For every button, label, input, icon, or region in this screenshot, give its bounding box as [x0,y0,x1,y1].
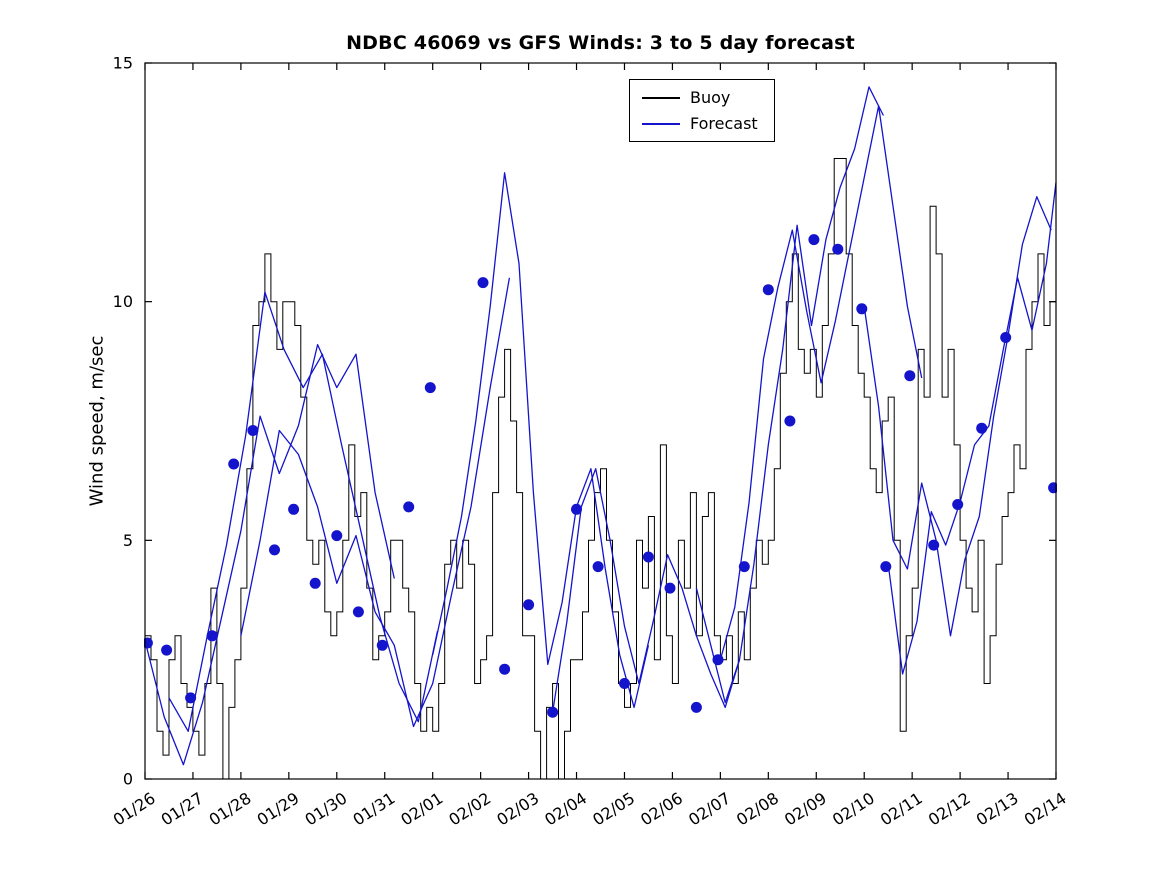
forecast-dot [690,701,702,713]
forecast-dot [762,284,774,296]
forecast-dot [424,382,436,394]
x-tick-label: 02/12 [925,788,974,829]
axes-border [144,62,1057,780]
x-tick-label: 02/07 [685,788,734,829]
x-tick-label: 02/09 [781,788,830,829]
y-tick-label: 10 [113,292,133,311]
x-tick-label: 02/13 [973,788,1022,829]
forecast-dot [904,370,916,382]
x-tick-label: 02/11 [877,788,926,829]
y-tick-label: 15 [113,54,133,73]
forecast-dot [403,501,415,513]
forecast-dot [952,499,964,510]
forecast-dot [247,425,259,436]
x-tick-label: 02/02 [445,788,494,829]
x-tick-label: 02/01 [397,788,446,829]
forecast-series-line-3 [432,172,650,709]
forecast-dot [499,663,511,675]
forecast-dot [206,630,218,642]
x-tick-label: 01/30 [301,788,350,829]
legend-label-buoy: Buoy [690,88,731,107]
x-tick-label: 02/05 [589,788,638,829]
buoy-series-line [145,158,1056,780]
forecast-dot [352,606,364,618]
x-tick-label: 01/27 [158,788,207,829]
forecast-series-line-2 [240,277,511,728]
forecast-dot [664,582,676,594]
forecast-dot [571,503,582,515]
legend-row-forecast: Forecast [642,114,758,133]
x-tick-label: 02/03 [493,788,542,829]
forecast-series-line-6 [719,105,923,660]
forecast-dot [832,243,844,255]
forecast-series-line-4 [551,468,741,713]
x-tick-label: 02/04 [541,788,590,829]
forecast-dot [880,561,892,573]
forecast-dot [738,561,750,573]
forecast-series-line-7 [863,196,1052,637]
buoy-line-sample [642,96,680,99]
legend-row-buoy: Buoy [642,88,758,107]
forecast-dot [144,637,153,649]
x-tick-label: 01/28 [206,788,255,829]
forecast-dot [1000,332,1012,343]
forecast-dot [642,551,654,563]
forecast-dot [523,599,535,611]
x-tick-label: 02/10 [829,788,878,829]
x-tick-label: 01/29 [254,788,303,829]
forecast-dot [309,577,321,589]
forecast-dot [477,277,489,289]
forecast-dot [185,692,197,704]
x-tick-label: 02/14 [1021,788,1070,829]
forecast-dot [331,530,343,542]
legend-label-forecast: Forecast [690,114,758,133]
forecast-dot [228,458,240,470]
forecast-dot [1048,482,1057,494]
chart-title: NDBC 46069 vs GFS Winds: 3 to 5 day fore… [346,32,855,54]
x-tick-label: 02/06 [637,788,686,829]
legend: Buoy Forecast [629,79,775,142]
forecast-series-line-8 [887,182,1057,675]
forecast-dot [592,561,604,573]
forecast-series-line-1 [168,291,439,732]
forecast-dot [808,234,820,246]
forecast-series-line-5 [695,86,884,704]
forecast-dot [976,422,988,434]
forecast-dot [269,544,280,556]
forecast-dot [161,644,173,656]
y-tick-label: 5 [123,531,133,550]
series-group [144,86,1057,780]
forecast-dot [784,415,796,427]
forecast-dot [928,539,940,551]
forecast-dot [547,706,559,718]
forecast-dot [376,639,388,651]
forecast-dot [288,503,300,515]
forecast-series-line-0 [144,343,395,766]
y-tick-label: 0 [123,770,133,789]
forecast-line-sample [642,122,680,125]
x-tick-label: 01/31 [349,788,398,829]
x-tick-label: 02/08 [733,788,782,829]
forecast-dot [712,654,724,666]
x-tick-label: 01/26 [110,788,159,829]
forecast-dot [619,678,630,689]
forecast-dot [856,303,868,315]
